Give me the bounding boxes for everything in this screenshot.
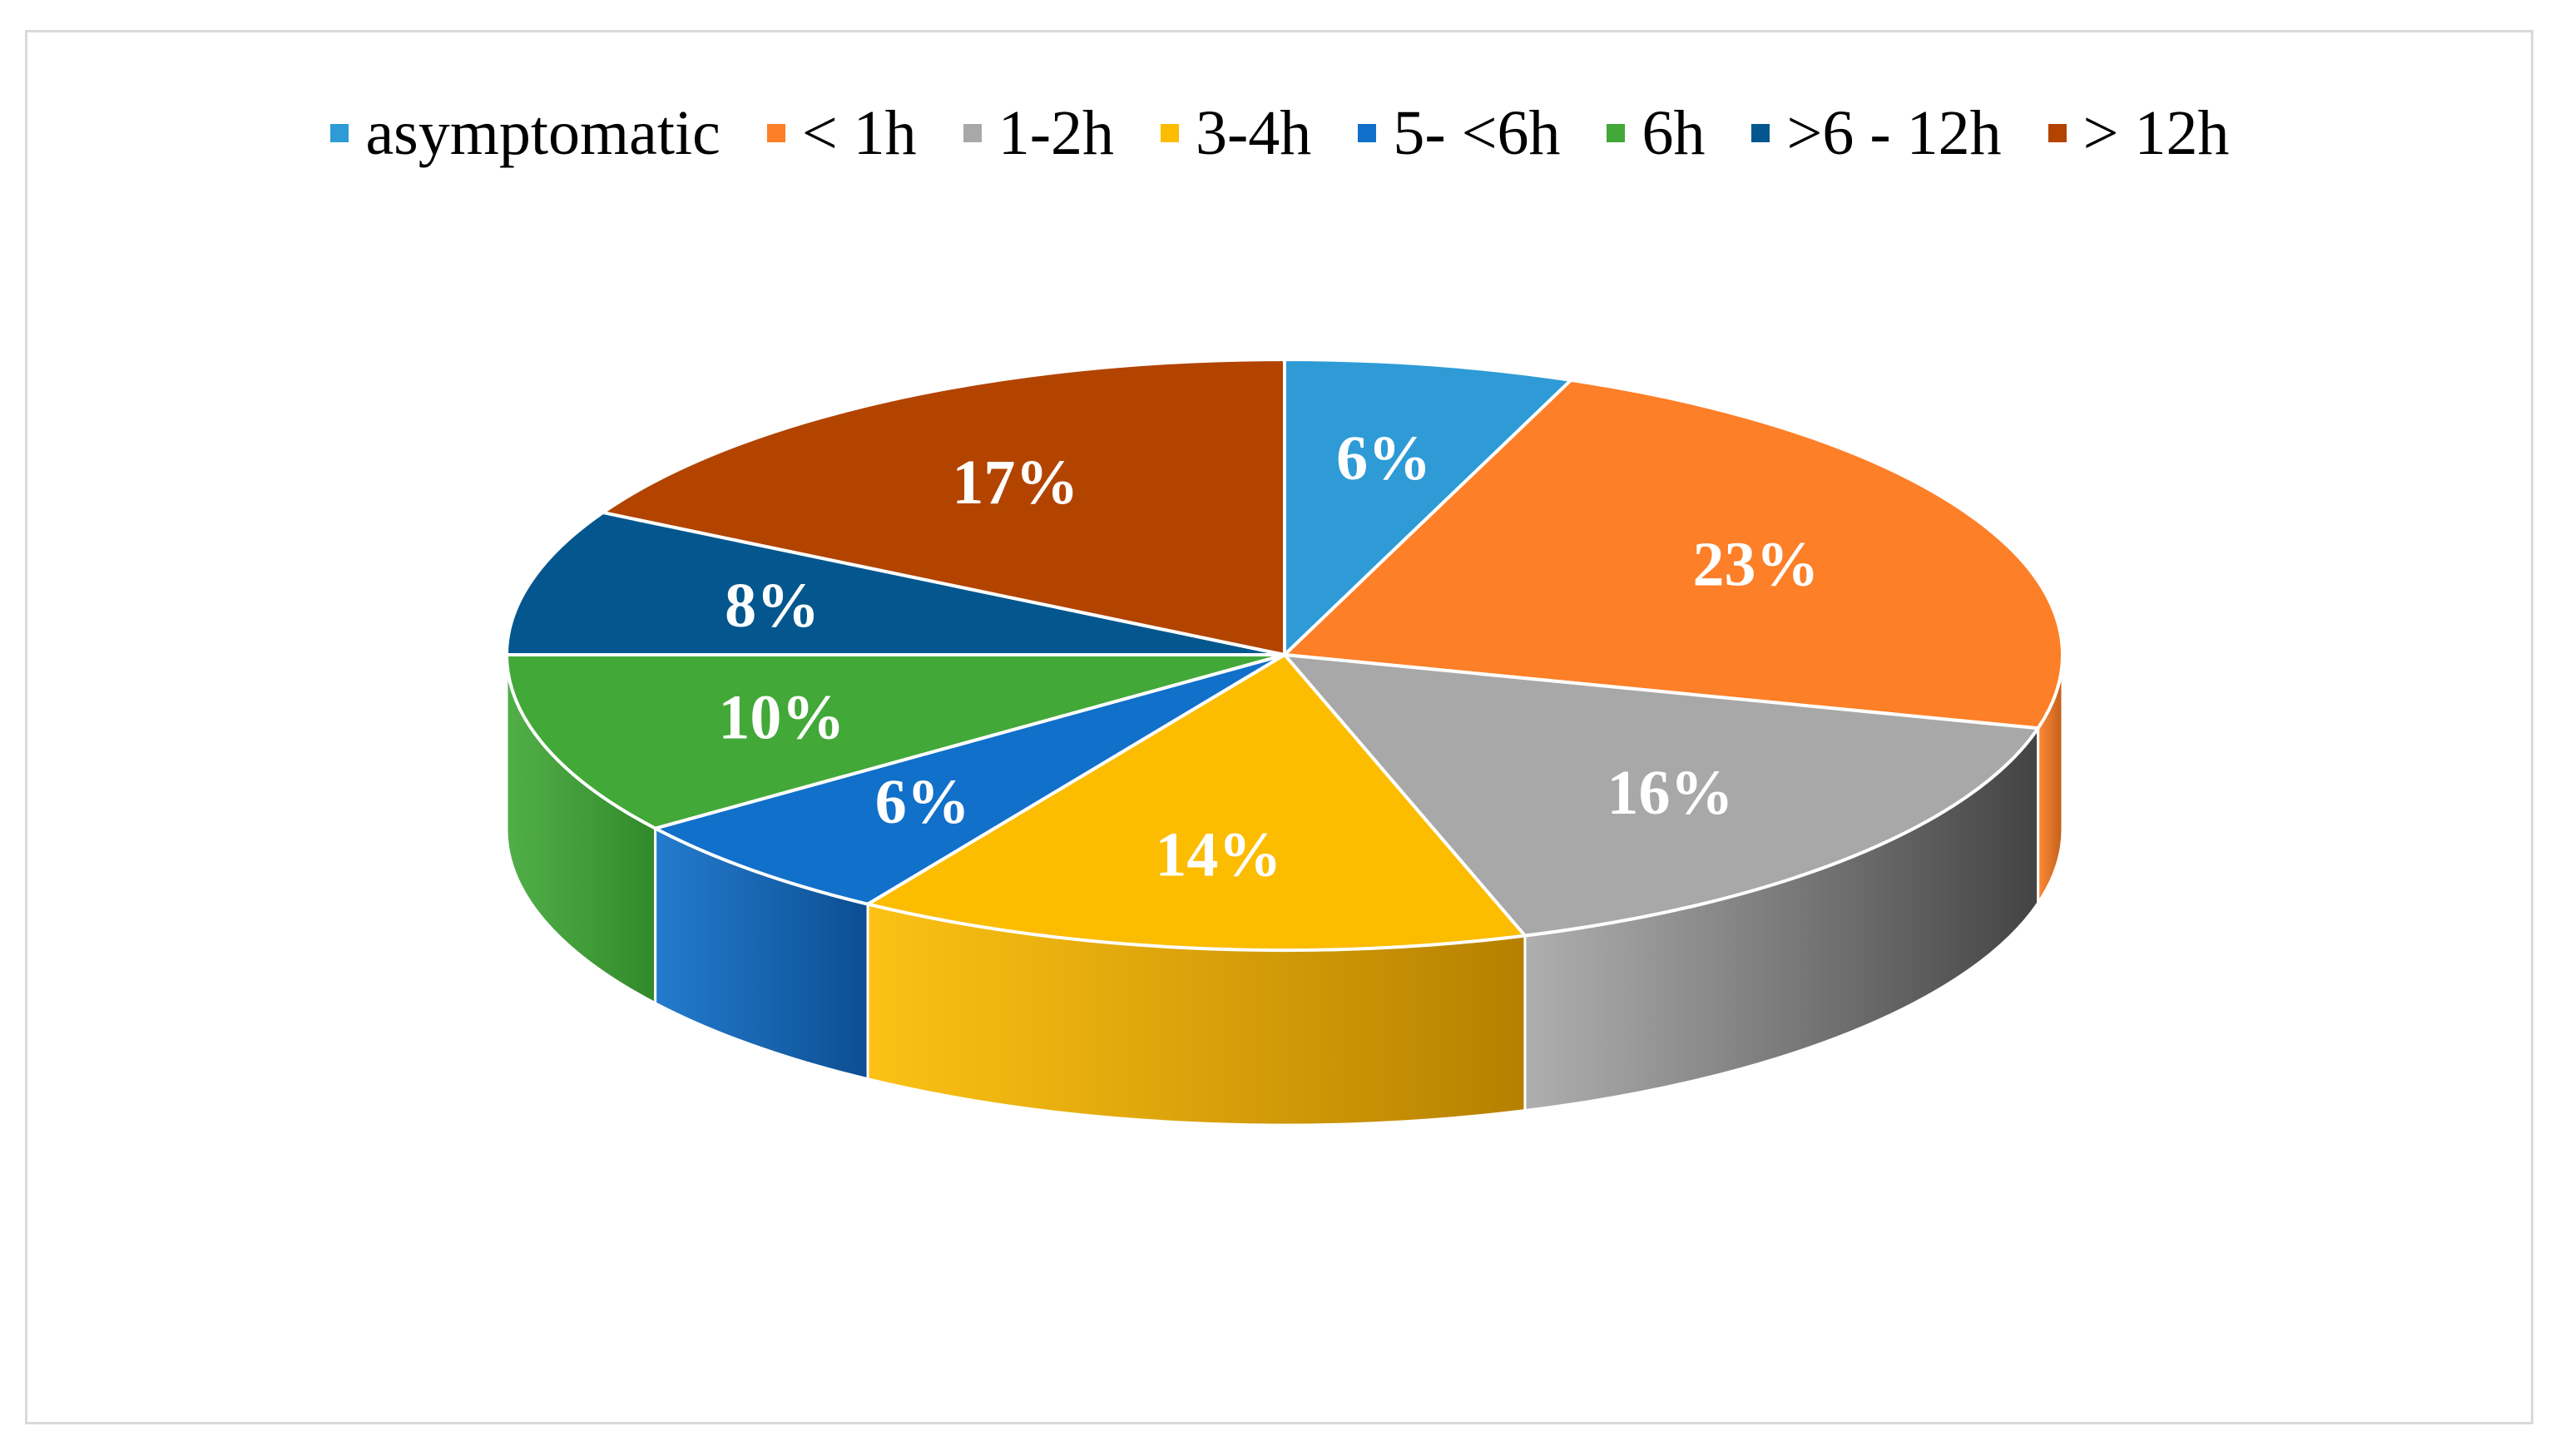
pie-slice-asymptomatic <box>1283 358 1573 656</box>
data-label-1-2h: 16% <box>1607 758 1733 828</box>
legend-item-3: 1-2h <box>963 97 1114 170</box>
data-label-5-6h: 6% <box>875 767 970 837</box>
pie-slice-1-2h <box>1283 653 2040 938</box>
data-label-1h: 23% <box>1693 529 1820 599</box>
legend-label: >6 - 12h <box>1786 97 2002 168</box>
legend-label: asymptomatic <box>365 97 720 168</box>
legend-swatch <box>1358 124 1377 142</box>
pie-slice-6h <box>505 653 1286 830</box>
legend-item-7: >6 - 12h <box>1751 97 2002 170</box>
pie-slice-6-12h <box>505 510 1286 656</box>
pie-slice-5-6h <box>653 653 1286 906</box>
data-label-12h: 17% <box>952 448 1078 518</box>
legend-label: > 12h <box>2082 97 2230 168</box>
pie-slice-3-4h <box>866 653 1527 952</box>
legend-swatch <box>330 124 349 142</box>
legend-item-4: 3-4h <box>1161 97 1311 170</box>
chart-legend: asymptomatic < 1h 1-2h 3-4h 5- <6h 6h >6 - 12h… <box>0 93 2560 173</box>
data-label-3-4h: 14% <box>1155 820 1281 889</box>
data-label-asymptomatic: 6% <box>1336 423 1431 493</box>
legend-swatch <box>1751 124 1770 142</box>
legend-item-5: 5- <6h <box>1358 97 1560 170</box>
pie-slice-12h <box>601 358 1286 656</box>
legend-label: 1-2h <box>998 97 1114 168</box>
data-label-6-12h: 8% <box>725 571 819 641</box>
legend-swatch <box>963 124 982 142</box>
legend-label: 5- <6h <box>1393 97 1561 168</box>
legend-label: 6h <box>1641 97 1706 168</box>
pie-slice-1h <box>1283 378 2064 730</box>
legend-swatch <box>1161 124 1179 142</box>
legend-item-6: 6h <box>1607 97 1705 170</box>
pie-data-labels: 6% 23% 16% 14% 6% 10% 8% 17% <box>718 423 1819 890</box>
legend-label: < 1h <box>801 97 917 168</box>
legend-swatch <box>766 124 785 142</box>
data-label-6h: 10% <box>718 683 844 753</box>
pie-slices <box>505 358 2064 952</box>
legend-item-1: asymptomatic <box>330 97 720 170</box>
legend-swatch <box>2048 124 2067 142</box>
legend-item-8: > 12h <box>2048 97 2230 170</box>
legend-swatch <box>1607 124 1626 142</box>
legend-label: 3-4h <box>1196 97 1312 168</box>
legend-item-2: < 1h <box>766 97 917 170</box>
